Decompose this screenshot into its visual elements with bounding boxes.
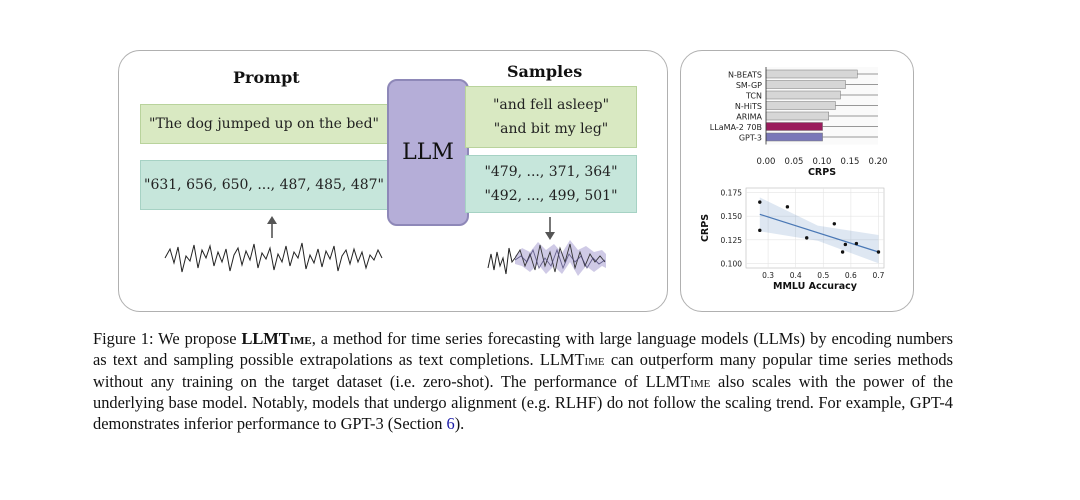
sample-text-2: "and bit my leg" xyxy=(493,121,609,137)
sample-numbers-box: "479, ..., 371, 364" "492, ..., 499, 501… xyxy=(465,155,637,213)
bar-x-tick-label: 0.20 xyxy=(869,157,888,167)
caption-text-3: can outperform many popular time series … xyxy=(93,350,953,391)
bar-x-tick-label: 0.15 xyxy=(841,157,860,167)
scatter-x-tick-label: 0.5 xyxy=(817,271,829,280)
sample-numbers-2: "492, ..., 499, 501" xyxy=(484,188,618,204)
scatter-point xyxy=(832,222,837,226)
forecast-band xyxy=(515,240,606,276)
bar-category-label: SM-GP xyxy=(736,81,762,90)
bar-x-axis-label: CRPS xyxy=(808,167,836,178)
down-arrow-icon xyxy=(545,217,555,240)
bar xyxy=(765,90,841,100)
caption-text-2: , a method for time series forecasting w… xyxy=(93,329,954,370)
bar-category-label: N-BEATS xyxy=(728,71,762,80)
sample-text-box: "and fell asleep" "and bit my leg" xyxy=(465,86,637,148)
scatter-point xyxy=(758,228,762,233)
llm-block: LLM xyxy=(387,79,469,226)
bar-category-label: N-HiTS xyxy=(735,102,762,111)
scatter-y-tick-label: 0.100 xyxy=(721,259,743,268)
bar xyxy=(765,122,823,131)
bar-x-tick-label: 0.00 xyxy=(757,157,776,167)
forecast-sample-line-2 xyxy=(514,248,606,270)
scatter-x-axis-label: MMLU Accuracy xyxy=(773,281,858,292)
scatter-point xyxy=(876,250,881,254)
scatter-point xyxy=(805,236,809,240)
scatter-y-tick-label: 0.175 xyxy=(721,189,743,198)
scatter-point xyxy=(843,242,848,247)
forecast-history-line xyxy=(487,247,516,275)
method-name: LLMTime xyxy=(645,371,711,391)
method-name: LLMTime xyxy=(539,350,605,370)
samples-header: Samples xyxy=(507,62,583,81)
scatter-x-tick-label: 0.6 xyxy=(845,271,857,280)
scatter-y-axis-label: CRPS xyxy=(700,214,711,242)
confidence-band xyxy=(759,197,879,264)
bar-x-tick-label: 0.05 xyxy=(785,157,804,167)
llm-label: LLM xyxy=(402,140,454,165)
bar-category-label: GPT-3 xyxy=(739,134,762,143)
scatter-y-tick-label: 0.150 xyxy=(721,212,743,221)
bar xyxy=(765,80,846,89)
prompt-numbers-box: "631, 656, 650, ..., 487, 485, 487" xyxy=(140,160,388,210)
bar xyxy=(765,111,829,121)
bar xyxy=(765,101,836,110)
scatter-x-tick-label: 0.3 xyxy=(762,271,774,280)
prompt-text: "The dog jumped up on the bed" xyxy=(149,116,379,132)
input-series-sketch xyxy=(164,242,383,273)
bar xyxy=(765,69,858,79)
method-name: LLMTime xyxy=(241,329,312,348)
scatter-point xyxy=(840,250,845,254)
forecast-sample-line xyxy=(514,243,606,273)
scatter-y-tick-label: 0.125 xyxy=(721,236,743,245)
scatter-x-tick-label: 0.4 xyxy=(790,271,802,280)
scatter-plot-area xyxy=(745,187,885,269)
sample-text-1: "and fell asleep" xyxy=(492,97,610,113)
scatter-x-tick-label: 0.7 xyxy=(873,271,885,280)
sample-numbers-1: "479, ..., 371, 364" xyxy=(484,164,618,180)
up-arrow-icon xyxy=(267,216,277,238)
caption-text-1: We propose xyxy=(153,329,242,348)
scatter-point xyxy=(758,200,762,204)
prompt-header: Prompt xyxy=(233,68,300,87)
caption-text-4: also scales with the power of the underl… xyxy=(93,371,953,434)
scatter-point xyxy=(854,241,859,246)
bar xyxy=(765,132,823,142)
figure-caption: Figure 1: We propose LLMTime, a method f… xyxy=(93,328,953,434)
bar-category-label: TCN xyxy=(745,92,762,101)
bar-category-label: ARIMA xyxy=(736,113,762,122)
scatter-point xyxy=(785,205,790,209)
bar-x-tick-label: 0.10 xyxy=(813,157,832,167)
caption-text-5: ). xyxy=(454,414,465,434)
caption-label: Figure 1: xyxy=(93,329,154,348)
regression-line xyxy=(759,213,879,253)
bar-category-label: LLaMA-2 70B xyxy=(710,123,762,132)
prompt-numbers: "631, 656, 650, ..., 487, 485, 487" xyxy=(144,177,384,193)
section-link[interactable]: 6 xyxy=(446,414,455,434)
mmlu-scatter-chart: 0.100 0.125 0.150 0.175 0.3 0.4 0.5 0.6 0.7 MMLU … xyxy=(700,187,885,292)
